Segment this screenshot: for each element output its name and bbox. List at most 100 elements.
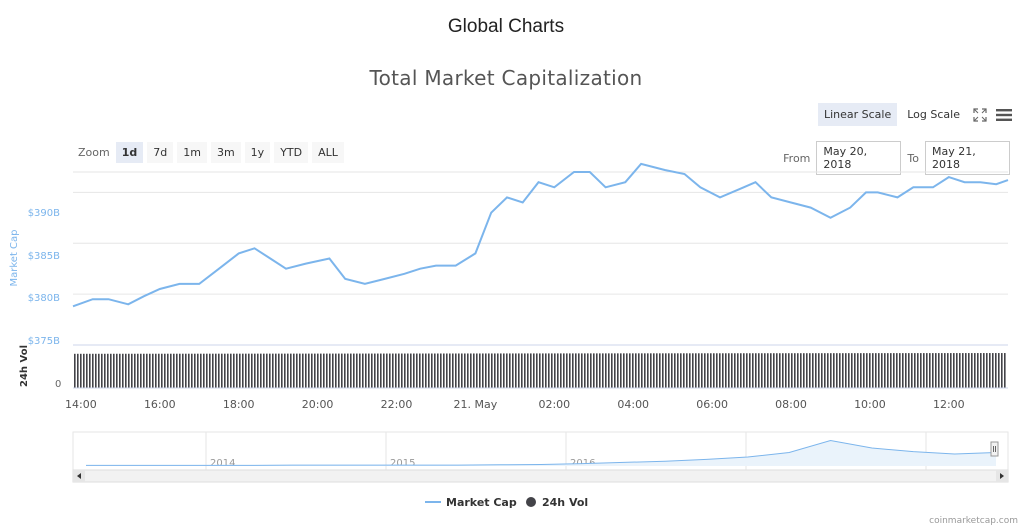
volume-column [839,353,841,388]
volume-column [875,353,877,388]
zoom-7d-button[interactable]: 7d [147,142,174,163]
linear-scale-button[interactable]: Linear Scale [817,103,898,126]
chart-title: Total Market Capitalization [369,66,643,90]
volume-column [761,353,763,388]
volume-column [236,353,238,388]
zoom-toolbar: Zoom 1d 7d 1m 3m 1y YTD ALL [78,142,344,163]
volume-column [116,353,118,388]
volume-column [881,353,883,388]
volume-column [371,353,373,388]
legend-24h-vol[interactable]: 24h Vol [542,496,588,509]
volume-column [620,353,622,388]
volume-column [218,353,220,388]
volume-column [752,353,754,388]
volume-column [299,353,301,388]
volume-column [779,353,781,388]
volume-column [887,353,889,388]
volume-column [449,353,451,388]
volume-column [785,353,787,388]
volume-column [356,353,358,388]
x-tick-label: 02:00 [538,398,570,411]
navigator-handle[interactable] [990,441,999,457]
legend-market-cap[interactable]: Market Cap [446,496,517,509]
volume-column [386,353,388,388]
to-date-input[interactable]: May 21, 2018 [925,141,1010,175]
zoom-1m-button[interactable]: 1m [177,142,207,163]
volume-column [278,353,280,388]
zoom-3m-button[interactable]: 3m [210,142,241,163]
volume-column [731,353,733,388]
volume-column [212,353,214,388]
scrollbar[interactable] [72,469,1009,483]
zoom-label: Zoom [78,146,110,159]
from-date-input[interactable]: May 20, 2018 [816,141,902,175]
volume-column [602,353,604,388]
navigator[interactable]: 20142015201620172018 [72,431,1009,471]
volume-column [824,353,826,388]
volume-column [491,353,493,388]
volume-column [566,353,568,388]
volume-column [488,353,490,388]
volume-column [719,353,721,388]
volume-column [554,353,556,388]
zoom-1d-button[interactable]: 1d [115,142,144,163]
volume-column [110,353,112,388]
volume-column [158,353,160,388]
volume-column [125,353,127,388]
volume-column [872,353,874,388]
volume-column [803,353,805,388]
volume-column [509,353,511,388]
credit-link[interactable]: coinmarketcap.com [929,516,1018,526]
volume-column [773,353,775,388]
volume-column [374,353,376,388]
volume-column [380,353,382,388]
hamburger-menu-icon[interactable] [994,105,1014,125]
x-tick-label: 04:00 [617,398,649,411]
volume-column [791,353,793,388]
x-tick-label: 12:00 [933,398,965,411]
volume-column [920,353,922,388]
volume-column [611,353,613,388]
volume-column [776,353,778,388]
log-scale-button[interactable]: Log Scale [907,108,960,121]
volume-column [434,353,436,388]
volume-column [383,353,385,388]
volume-column [527,353,529,388]
volume-column [347,353,349,388]
volume-column [275,353,277,388]
volume-column [194,353,196,388]
page-title: Global Charts [447,16,565,37]
volume-column [812,353,814,388]
volume-column [638,353,640,388]
volume-column [89,353,91,388]
volume-column [407,353,409,388]
volume-column [455,353,457,388]
volume-column [335,353,337,388]
volume-column [440,353,442,388]
volume-columns [73,353,1008,389]
volume-column [596,353,598,388]
volume-column [662,353,664,388]
volume-column [923,353,925,388]
volume-column [326,353,328,388]
volume-column [908,353,910,388]
volume-column [497,353,499,388]
volume-column [410,353,412,388]
zoom-all-button[interactable]: ALL [312,142,344,163]
volume-column [836,353,838,388]
fullscreen-icon[interactable] [970,105,990,125]
volume-column [746,353,748,388]
volume-column [203,353,205,388]
volume-column [98,353,100,388]
volume-column [935,353,937,388]
volume-column [944,353,946,388]
zoom-ytd-button[interactable]: YTD [274,142,309,163]
volume-column [461,353,463,388]
volume-column [896,353,898,388]
volume-column [728,353,730,388]
volume-column [428,353,430,388]
volume-column [95,353,97,388]
x-tick-label: 10:00 [854,398,886,411]
zoom-1y-button[interactable]: 1y [244,142,271,163]
volume-column [983,353,985,388]
